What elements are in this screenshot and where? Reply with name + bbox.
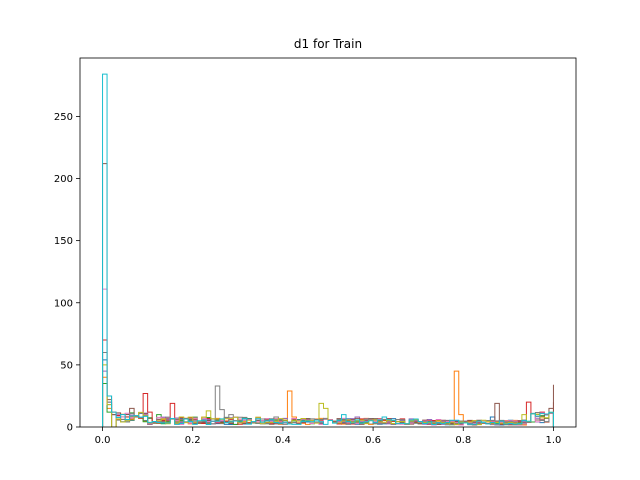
y-tick-label: 50: [60, 360, 73, 371]
x-tick-label: 0.8: [455, 435, 471, 446]
y-tick-label: 250: [54, 112, 73, 123]
x-tick-label: 0.0: [95, 435, 111, 446]
x-tick-label: 0.6: [365, 435, 381, 446]
histogram-series-10: [102, 73, 554, 427]
x-tick-label: 0.4: [275, 435, 291, 446]
chart-title: d1 for Train: [294, 37, 362, 51]
histogram-series-6: [102, 163, 554, 427]
y-tick-label: 100: [54, 298, 73, 309]
y-tick-label: 0: [67, 423, 73, 434]
plot-frame: [79, 57, 577, 428]
y-axis: 0 50 100 150 200 250: [54, 112, 80, 434]
y-tick-label: 150: [54, 236, 73, 247]
series-layer: [102, 73, 554, 427]
y-tick-label: 200: [54, 174, 73, 185]
x-tick-label: 0.2: [185, 435, 201, 446]
x-axis: 0.0 0.2 0.4 0.6 0.8 1.0: [95, 427, 562, 446]
x-tick-label: 1.0: [546, 435, 562, 446]
